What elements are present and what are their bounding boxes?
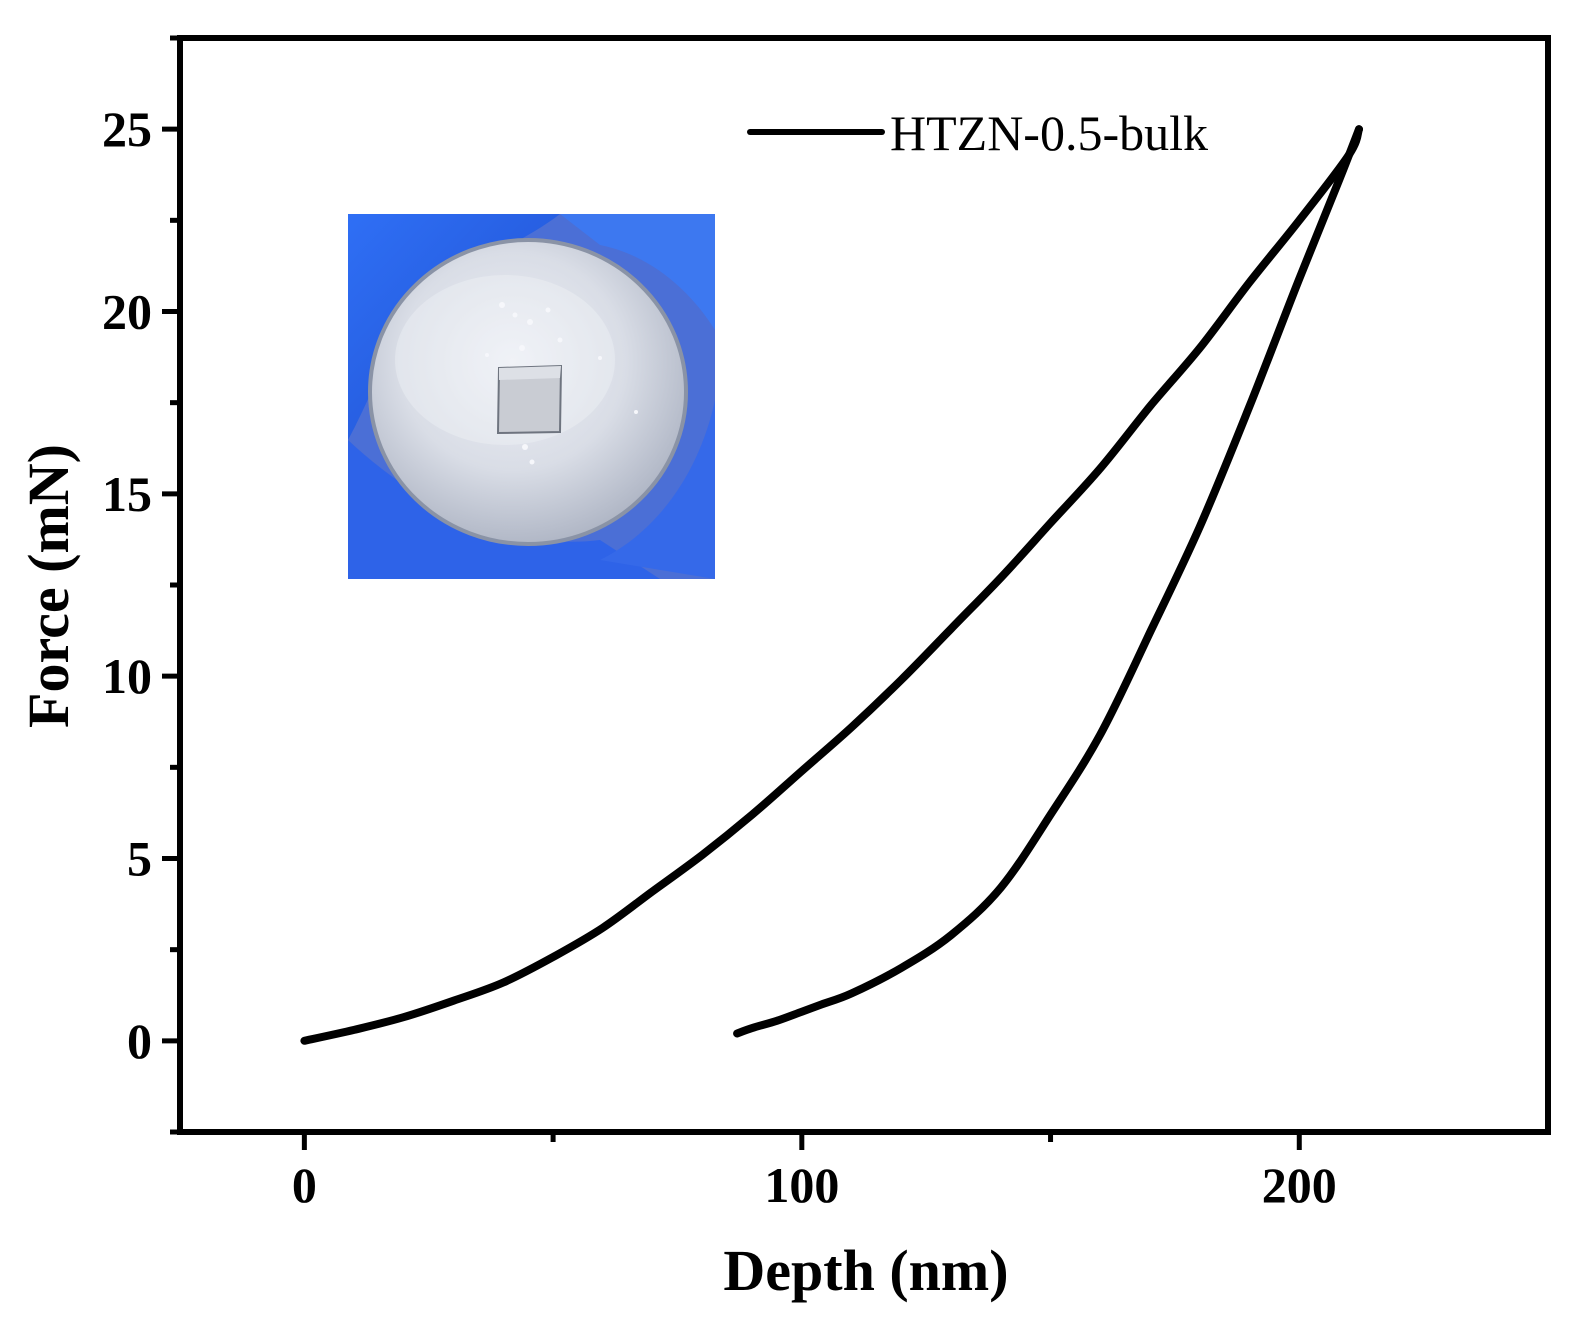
x-axis-title: Depth (nm) [723, 1238, 1008, 1303]
plot-frame [177, 35, 1551, 1135]
legend-label: HTZN-0.5-bulk [890, 105, 1208, 161]
y-tick-label: 0 [127, 1013, 152, 1069]
x-tick-label: 200 [1262, 1157, 1337, 1213]
ticks [162, 35, 1302, 1150]
y-tick-label: 25 [102, 101, 152, 157]
legend: HTZN-0.5-bulk [747, 105, 1208, 161]
y-axis-title: Force (mN) [16, 444, 81, 728]
axes [177, 35, 1551, 1135]
x-tick-label: 100 [764, 1157, 839, 1213]
y-tick-label: 10 [102, 648, 152, 704]
y-tick-label: 15 [102, 466, 152, 522]
x-tick-label: 0 [292, 1157, 317, 1213]
series-line-loading [300, 125, 1363, 1045]
tick-labels: 0 100 200 0 5 10 15 20 25 [102, 101, 1337, 1213]
data-series [300, 125, 1363, 1045]
series-line-unloading [733, 125, 1363, 1038]
y-tick-label: 5 [127, 831, 152, 887]
y-tick-label: 20 [102, 284, 152, 340]
inset-sample-photo [348, 214, 715, 579]
